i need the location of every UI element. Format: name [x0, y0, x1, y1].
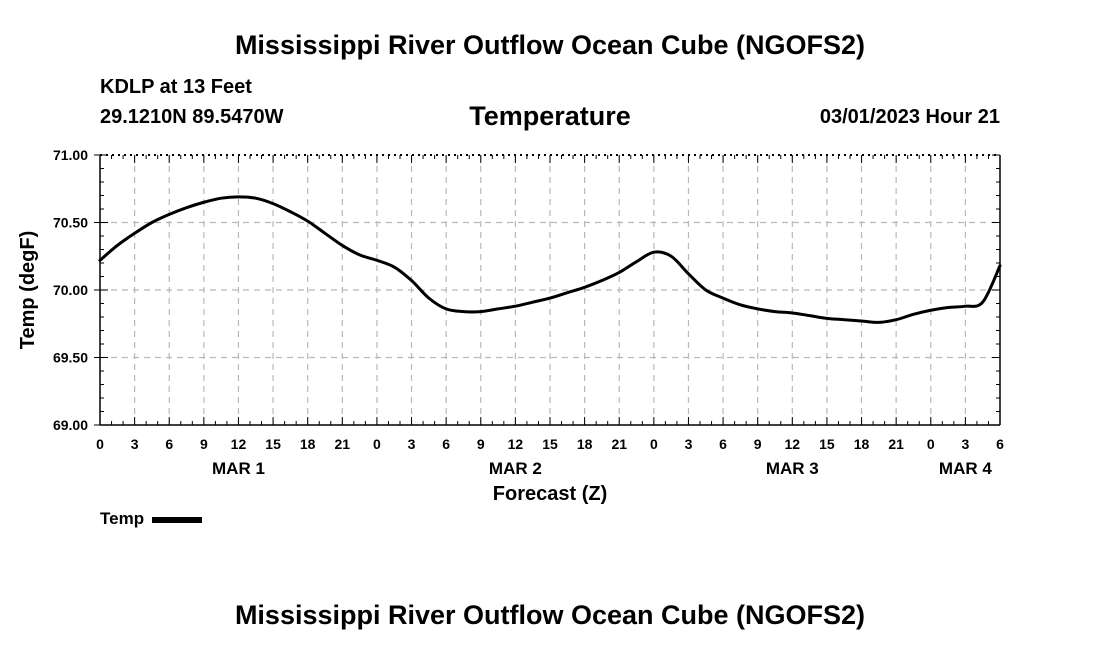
- x-tick-label: 3: [131, 436, 139, 452]
- x-tick-label: 0: [96, 436, 104, 452]
- x-tick-label: 15: [542, 436, 558, 452]
- x-tick-label: 6: [442, 436, 450, 452]
- x-tick-label: 9: [754, 436, 762, 452]
- x-tick-label: 0: [650, 436, 658, 452]
- x-tick-label: 3: [685, 436, 693, 452]
- variable-title: Temperature: [469, 101, 631, 131]
- x-tick-label: 6: [719, 436, 727, 452]
- y-axis-title: Temp (degF): [17, 231, 39, 350]
- y-tick-label: 70.50: [53, 215, 88, 231]
- x-tick-label: 21: [335, 436, 351, 452]
- forecast-datetime: 03/01/2023 Hour 21: [819, 106, 1000, 128]
- series: [98, 195, 1002, 324]
- axis-ticks: [94, 154, 1001, 426]
- x-tick-label: 21: [888, 436, 904, 452]
- x-tick-label: 18: [854, 436, 870, 452]
- axis-labels: 69.00 69.50 70.00 70.50 71.00 0 3 6 9 12 15 18 21 0 3 6…: [53, 147, 1004, 478]
- y-tick-label: 71.00: [53, 147, 88, 163]
- day-label: MAR 1: [212, 459, 265, 478]
- y-tick-label: 70.00: [53, 282, 88, 298]
- x-tick-label: 15: [819, 436, 835, 452]
- x-tick-label: 6: [165, 436, 173, 452]
- x-tick-label: 12: [785, 436, 801, 452]
- x-tick-label: 3: [408, 436, 416, 452]
- station-label: KDLP at 13 Feet: [100, 76, 252, 98]
- x-tick-label: 9: [200, 436, 208, 452]
- x-tick-label: 15: [265, 436, 281, 452]
- day-label: MAR 3: [766, 459, 819, 478]
- legend: Temp: [100, 509, 203, 529]
- x-tick-label: 18: [300, 436, 316, 452]
- x-tick-label: 6: [996, 436, 1004, 452]
- series-line-temp: [98, 195, 1002, 324]
- x-tick-label: 12: [231, 436, 247, 452]
- legend-label: Temp: [100, 509, 145, 528]
- x-tick-label: 21: [611, 436, 627, 452]
- x-axis-title: Forecast (Z): [493, 483, 607, 505]
- day-label: MAR 2: [489, 459, 542, 478]
- x-tick-label: 3: [961, 436, 969, 452]
- x-tick-label: 0: [373, 436, 381, 452]
- coordinates-label: 29.1210N 89.5470W: [100, 106, 284, 128]
- day-label: MAR 4: [939, 459, 992, 478]
- x-tick-label: 0: [927, 436, 935, 452]
- x-tick-label: 18: [577, 436, 593, 452]
- chart-title: Mississippi River Outflow Ocean Cube (NG…: [234, 30, 866, 60]
- x-tick-label: 12: [508, 436, 524, 452]
- legend-swatch: [152, 516, 203, 523]
- y-tick-label: 69.00: [53, 417, 88, 433]
- footer-title: Mississippi River Outflow Ocean Cube (NG…: [234, 600, 866, 630]
- x-tick-label: 9: [477, 436, 485, 452]
- y-tick-label: 69.50: [53, 350, 88, 366]
- grid: [100, 155, 1000, 425]
